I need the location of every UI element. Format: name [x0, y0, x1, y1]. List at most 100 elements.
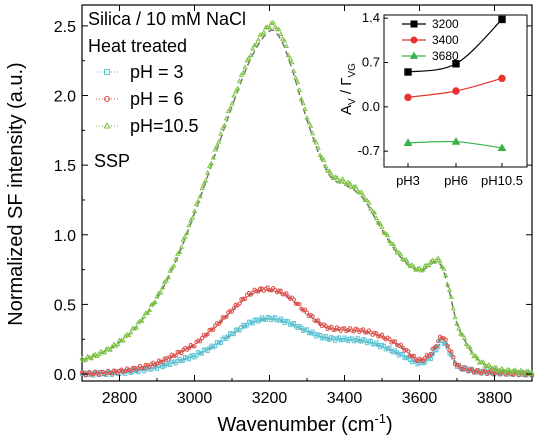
- series-3-point: [167, 268, 173, 273]
- series-2-point: [372, 330, 377, 335]
- series-2-point: [490, 371, 495, 376]
- series-2-point: [186, 346, 191, 351]
- series-2-point: [265, 285, 270, 290]
- series-3-point: [371, 209, 378, 215]
- series-3-point: [152, 299, 158, 304]
- series-2-point: [340, 326, 345, 331]
- series-3-point: [396, 249, 402, 255]
- series-3-point: [173, 256, 179, 262]
- inset-point: [497, 143, 507, 152]
- series-3-point: [163, 277, 169, 283]
- series-2-point: [254, 289, 259, 294]
- series-2-point: [477, 370, 482, 375]
- x-axis-title: Wavenumber (cm-1): [217, 411, 392, 436]
- series-3-point: [300, 100, 306, 106]
- series-3-point: [460, 332, 466, 337]
- series-3-point: [101, 349, 108, 355]
- series-3-point: [259, 31, 265, 37]
- series-3-point: [488, 364, 494, 369]
- series-3-point: [525, 368, 531, 374]
- series-3-point: [272, 24, 278, 29]
- series-3-point: [197, 193, 203, 199]
- series-3-point: [461, 335, 468, 340]
- series-3-point: [377, 220, 383, 226]
- series-1-point: [430, 352, 435, 357]
- inset-point: [452, 60, 460, 68]
- series-3-point: [270, 19, 276, 25]
- series-3-point: [266, 24, 273, 30]
- series-3-point: [98, 348, 104, 354]
- series-2-point: [98, 369, 103, 375]
- inset-y-tick-label: 0.7: [362, 55, 380, 70]
- series-3-point: [310, 130, 316, 136]
- series-3-point: [88, 355, 94, 361]
- inset-legend-marker: [410, 36, 418, 44]
- y-tick-label: 2.0: [54, 89, 76, 106]
- inset-point: [498, 74, 506, 83]
- series-3-point: [96, 351, 102, 357]
- series-3-point: [86, 354, 93, 360]
- series-3-point: [235, 85, 241, 91]
- inset-legend-marker: [410, 20, 418, 28]
- series-3-point: [328, 171, 334, 177]
- series-3-point: [456, 325, 462, 331]
- series-3-point: [281, 37, 288, 43]
- series-3-point: [383, 230, 389, 236]
- series-2-point: [469, 367, 475, 372]
- series-3-point: [190, 214, 196, 220]
- series-2-point: [239, 297, 244, 302]
- inset-point: [404, 93, 412, 102]
- x-tick-label: 3400: [327, 390, 363, 407]
- series-1-point: [428, 356, 433, 362]
- series-3-point: [126, 332, 132, 338]
- series-3-point: [503, 369, 509, 374]
- series-3-point: [203, 177, 209, 183]
- series-2-point: [141, 365, 146, 371]
- series-3-point: [411, 263, 417, 269]
- series-3-point: [124, 331, 130, 337]
- series-2-point: [379, 332, 385, 337]
- series-3-point: [216, 139, 222, 144]
- series-3-point: [486, 361, 492, 367]
- series-2-point: [211, 327, 216, 332]
- series-2-point: [363, 330, 368, 335]
- series-3-point: [501, 368, 507, 373]
- series-3-point: [430, 257, 436, 263]
- series-2-point: [312, 318, 317, 323]
- series-3-point: [201, 180, 207, 186]
- inset-point: [498, 15, 506, 24]
- series-2-point: [198, 339, 203, 344]
- series-2-point: [154, 361, 160, 366]
- series-3-point: [366, 200, 372, 205]
- series-3-point: [463, 341, 469, 347]
- series-3-point: [315, 145, 321, 150]
- series-3-point: [298, 96, 304, 101]
- series-3-point: [283, 43, 289, 48]
- series-3-point: [180, 236, 186, 242]
- series-3-point: [236, 78, 243, 83]
- series-2-point: [458, 366, 463, 371]
- series-3-point: [214, 143, 220, 148]
- series-3-point: [465, 343, 471, 349]
- series-3-point: [445, 281, 451, 287]
- legend-label: pH=10.5: [130, 116, 199, 136]
- series-3-point: [347, 180, 353, 186]
- series-3-point: [158, 289, 164, 295]
- series-2-point: [423, 355, 428, 360]
- series-1-point: [231, 331, 236, 336]
- series-3-point: [178, 244, 184, 249]
- series-2-point: [297, 302, 302, 307]
- series-3-point: [111, 341, 117, 347]
- series-3-point: [373, 215, 379, 221]
- series-3-point: [278, 31, 284, 37]
- inset-point: [452, 87, 460, 95]
- inset-x-tick-label: pH3: [396, 173, 420, 188]
- series-2-point: [443, 337, 448, 342]
- y-tick-label: 2.5: [54, 19, 76, 36]
- x-tick-label: 3600: [402, 390, 438, 407]
- series-3-point: [409, 262, 415, 267]
- series-3-point: [450, 305, 456, 311]
- legend-title-treatment: Heat treated: [88, 36, 187, 56]
- series-3-point: [317, 152, 323, 157]
- series-3-point: [191, 208, 198, 214]
